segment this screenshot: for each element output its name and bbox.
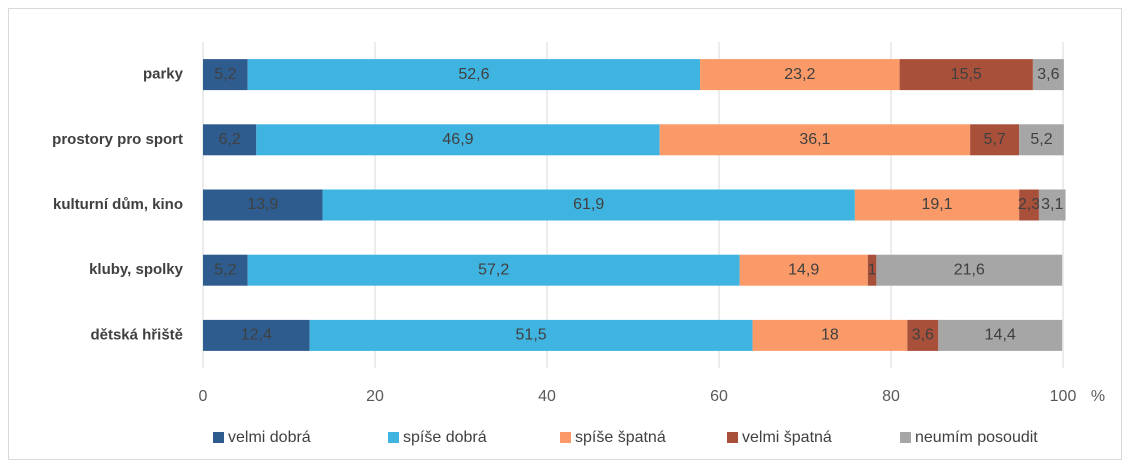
legend-swatch [388, 432, 399, 443]
legend-label: spíše špatná [575, 429, 666, 446]
data-label: 23,2 [784, 66, 815, 83]
category-label: dětská hřiště [90, 326, 183, 343]
category-label: kulturní dům, kino [53, 196, 183, 213]
bar-segment [970, 124, 1020, 156]
bar-segment [876, 254, 1063, 286]
bar-segment [659, 124, 971, 156]
bar-segment [1032, 59, 1064, 91]
data-label: 5,2 [214, 261, 236, 278]
category-label: parky [143, 66, 184, 83]
legend-swatch [213, 432, 224, 443]
data-label: 14,4 [985, 327, 1016, 344]
bar-segment [700, 59, 900, 91]
x-tick-label: 20 [366, 388, 384, 405]
bar-segment [867, 254, 877, 286]
x-axis-label: % [1091, 388, 1105, 405]
bar-segment [203, 59, 248, 91]
data-label: 5,7 [984, 131, 1006, 148]
bar-segment [899, 59, 1033, 91]
bar-segment [247, 59, 701, 91]
legend-swatch [560, 432, 571, 443]
x-tick-label: 60 [710, 388, 728, 405]
bar-segment [854, 189, 1020, 221]
data-label: 52,6 [458, 66, 489, 83]
data-label: 12,4 [241, 327, 272, 344]
data-label: 46,9 [442, 131, 473, 148]
bar-segment [1019, 189, 1039, 221]
x-tick-label: 40 [538, 388, 556, 405]
data-label: 5,2 [1030, 131, 1052, 148]
legend-label: velmi špatná [742, 429, 832, 446]
data-label: 13,9 [247, 196, 278, 213]
data-label: 5,2 [214, 66, 236, 83]
bar-segment [907, 319, 939, 351]
data-label: 2,3 [1018, 196, 1040, 213]
bar-segment [247, 254, 740, 286]
data-label: 57,2 [478, 261, 509, 278]
data-label: 6,2 [219, 131, 241, 148]
legend-label: neumím posoudit [915, 429, 1038, 446]
data-label: 14,9 [788, 261, 819, 278]
bar-segment [322, 189, 855, 221]
data-label: 18 [821, 327, 839, 344]
bar-segment [1038, 189, 1066, 221]
x-tick-label: 0 [199, 388, 208, 405]
data-label: 3,6 [1037, 66, 1059, 83]
bar-segment [203, 254, 248, 286]
x-tick-label: 80 [882, 388, 900, 405]
data-label: 36,1 [799, 131, 830, 148]
legend-label: velmi dobrá [228, 429, 311, 446]
x-tick-label: 100 [1050, 388, 1077, 405]
bar-segment [1019, 124, 1064, 156]
bar-segment [752, 319, 908, 351]
legend-swatch [900, 432, 911, 443]
legend-label: spíše dobrá [403, 429, 487, 446]
legend-swatch [727, 432, 738, 443]
category-label: kluby, spolky [89, 261, 184, 278]
bar-segment [739, 254, 868, 286]
data-label: 1 [868, 261, 877, 278]
bar-segment [203, 189, 323, 221]
data-label: 3,1 [1041, 196, 1063, 213]
data-label: 3,6 [912, 327, 934, 344]
data-label: 61,9 [573, 196, 604, 213]
bar-segment [203, 124, 257, 156]
data-label: 19,1 [921, 196, 952, 213]
data-label: 21,6 [954, 261, 985, 278]
bar-segment [309, 319, 753, 351]
bar-segment [256, 124, 660, 156]
bar-segment [938, 319, 1063, 351]
category-label: prostory pro sport [52, 131, 183, 148]
data-label: 15,5 [951, 66, 982, 83]
data-label: 51,5 [516, 327, 547, 344]
bar-segment [203, 319, 310, 351]
